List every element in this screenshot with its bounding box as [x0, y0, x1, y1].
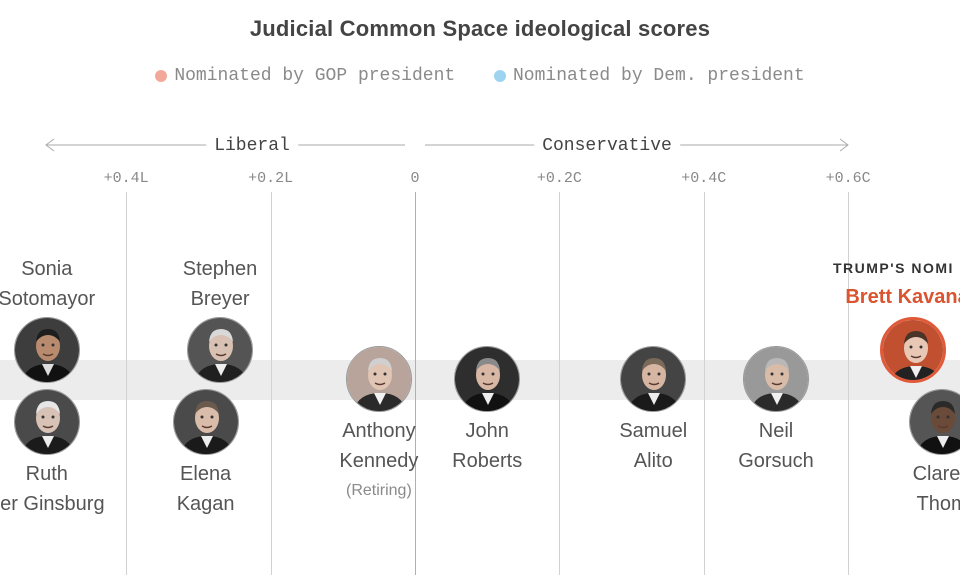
justice-name: Brett Kavanau [845, 282, 960, 312]
justice-name: Stephen Breyer [183, 254, 258, 314]
justice-portrait [345, 346, 412, 412]
justice-name-line: Kennedy [339, 450, 419, 472]
justice-name: Anthony Kennedy (Retiring) [339, 416, 418, 506]
justice-name: Claren Thom [913, 459, 960, 519]
justice-portrait [743, 346, 809, 412]
conservative-arrowhead-icon [839, 138, 849, 152]
justice-name-line: John [465, 420, 509, 442]
justice-portrait [620, 346, 687, 412]
x-tick-label: 0 [410, 170, 420, 187]
grid-line [559, 192, 561, 575]
x-tick-label: +0.4C [681, 170, 727, 187]
liberal-label: Liberal [206, 136, 298, 156]
liberal-arrowhead-icon [45, 138, 55, 152]
justice-name: John Roberts [452, 416, 522, 476]
legend-dot-dem-icon [494, 70, 506, 82]
justice-name-line: Stephen [182, 258, 258, 280]
direction-arrows [45, 138, 849, 152]
grid-line [415, 192, 416, 575]
grid-line [270, 192, 272, 575]
legend: Nominated by GOP president Nominated by … [0, 66, 960, 88]
x-tick-label: +0.4L [103, 170, 149, 187]
justice-portrait [13, 317, 80, 383]
justice-name-line: Ruth [25, 463, 68, 485]
chart-title: Judicial Common Space ideological scores [249, 16, 711, 41]
justice-name: Ruth der Ginsburg [0, 459, 105, 519]
justice-name-line: Gorsuch [738, 450, 814, 472]
justice-name-line: Alito [633, 450, 673, 472]
justice-name-line: Elena [180, 463, 232, 485]
justice-name-line: Breyer [190, 288, 250, 310]
justice-name-line: Sonia [21, 258, 73, 280]
justice-portrait [880, 317, 947, 383]
x-tick-label: +0.2C [536, 170, 582, 187]
justice-portrait [187, 317, 254, 383]
x-tick-label: +0.2L [248, 170, 294, 187]
justice-portrait [454, 346, 521, 412]
justice-name: Neil Gorsuch [738, 416, 814, 476]
legend-label-dem: Nominated by Dem. president [513, 66, 805, 86]
justice-name-line: Brett Kavanau [845, 286, 960, 308]
justice-portrait [172, 389, 239, 455]
justice-portrait [909, 389, 960, 455]
justice-name-line: Samuel [619, 420, 688, 442]
nominee-callout: TRUMP'S NOMI [833, 260, 954, 276]
justice-name-line: Anthony [342, 420, 416, 442]
legend-dot-gop-icon [155, 70, 168, 82]
justice-name-line: Roberts [452, 450, 523, 472]
grid-line [848, 192, 850, 575]
justice-name-line: Claren [912, 463, 960, 485]
x-tick-label: +0.6C [825, 170, 871, 187]
conservative-label: Conservative [534, 136, 680, 156]
justice-note: (Retiring) [345, 482, 412, 499]
legend-item-dem: Nominated by Dem. president [494, 66, 805, 86]
legend-item-gop: Nominated by GOP president [155, 66, 455, 86]
justice-name-line: Sotomayor [0, 288, 96, 310]
justice-name: Sonia Sotomayor [0, 254, 95, 314]
justice-name: Samuel Alito [619, 416, 687, 476]
justice-name-line: Thom [916, 493, 960, 515]
grid-line [703, 192, 705, 575]
justice-name-line: Kagan [176, 493, 235, 515]
justice-name-line: der Ginsburg [0, 493, 105, 515]
justice-name: Elena Kagan [177, 459, 235, 519]
justice-name-line: Neil [758, 420, 794, 442]
legend-label-gop: Nominated by GOP president [174, 66, 456, 86]
justice-portrait [13, 389, 80, 455]
grid-line [126, 192, 128, 575]
